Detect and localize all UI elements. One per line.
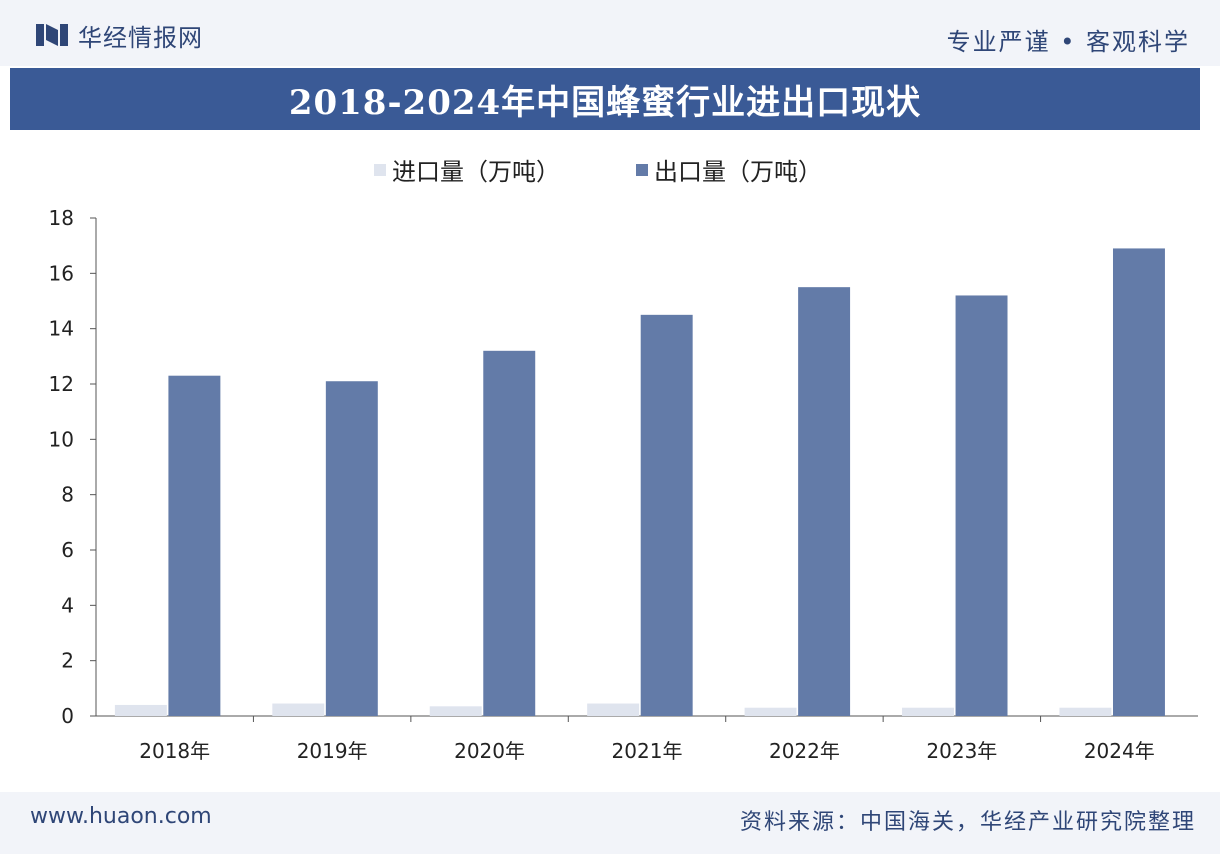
legend-swatch [374, 164, 386, 176]
export-bar [168, 375, 221, 716]
y-tick-label: 14 [49, 317, 74, 341]
export-bar [325, 381, 378, 716]
y-tick-label: 12 [49, 372, 74, 396]
brand-logo-icon [36, 24, 68, 46]
legend-swatch [636, 164, 648, 176]
legend-label: 进口量（万吨） [392, 158, 560, 186]
y-tick-label: 6 [61, 538, 74, 562]
footer-source: 资料来源：中国海关，华经产业研究院整理 [739, 810, 1196, 835]
header-band [0, 0, 1220, 66]
export-bar [798, 287, 851, 716]
y-tick-label: 4 [61, 593, 74, 617]
x-tick-label: 2021年 [612, 739, 683, 763]
import-bar [1059, 707, 1112, 716]
y-tick-label: 8 [61, 483, 74, 507]
x-tick-label: 2019年 [297, 739, 368, 763]
brand-name: 华经情报网 [78, 23, 203, 52]
brand: 华经情报网 [36, 20, 203, 52]
bar-chart: 进口量（万吨） 出口量（万吨） 0 2 4 6 8 10 12 14 16 18 2018年 2019年 2… [49, 158, 1198, 763]
import-bar [114, 704, 167, 716]
x-tick-label: 2020年 [454, 739, 525, 763]
x-tick-label: 2022年 [769, 739, 840, 763]
import-bar [272, 703, 325, 716]
export-bar [483, 350, 536, 716]
export-bar [955, 295, 1008, 716]
x-tick-label: 2024年 [1084, 739, 1155, 763]
x-tick-label: 2023年 [926, 739, 997, 763]
y-tick-label: 18 [49, 206, 74, 230]
legend-label: 出口量（万吨） [654, 158, 822, 186]
slogan: 专业严谨 • 客观科学 [946, 28, 1190, 56]
import-bar [902, 707, 954, 716]
import-bar [587, 703, 640, 716]
y-tick-label: 16 [49, 261, 74, 285]
x-tick-label: 2018年 [139, 739, 210, 763]
title-bar: 2018-2024年中国蜂蜜行业进出口现状 [10, 68, 1200, 130]
footer-url[interactable]: www.huaon.com [30, 804, 212, 829]
import-bar [744, 707, 797, 716]
y-tick-label: 10 [49, 427, 74, 451]
y-tick-label: 2 [61, 649, 74, 673]
export-bar [640, 314, 693, 716]
y-tick-label: 0 [61, 704, 74, 728]
export-bar [1112, 248, 1165, 716]
import-bar [429, 706, 482, 716]
chart-title: 2018-2024年中国蜂蜜行业进出口现状 [288, 82, 922, 123]
footer-band [0, 792, 1220, 854]
